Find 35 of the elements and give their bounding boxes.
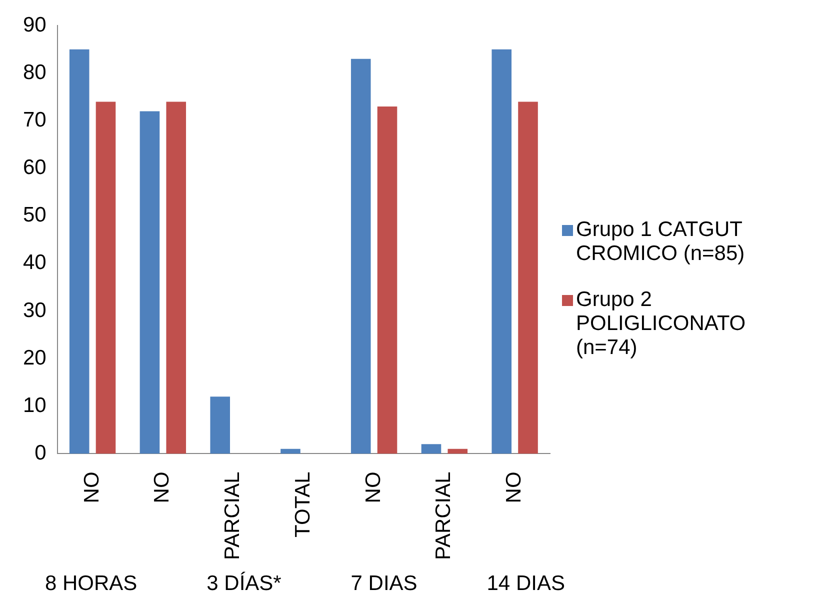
bar [280, 448, 300, 454]
bar [377, 106, 398, 454]
y-tick-label: 80 [23, 60, 46, 84]
y-tick-label: 70 [23, 108, 46, 132]
bar [140, 111, 160, 454]
y-tick-label: 0 [34, 441, 46, 464]
legend-label: Grupo 1 CATGUT CROMICO (n=85) [576, 218, 746, 266]
x-tick-label: NO [362, 472, 385, 504]
x-tick-label: PARCIAL [432, 472, 456, 560]
x-tick-label: PARCIAL [221, 472, 244, 560]
y-tick-label: 20 [23, 346, 46, 370]
y-tick-label: 50 [23, 204, 46, 227]
text: 3 DÍAS* [206, 572, 282, 596]
legend-label: Grupo 2 POLIGLICONATO (n=74) [576, 288, 747, 360]
x-tick-label: TOTAL [291, 472, 314, 538]
y-tick-label: 10 [23, 394, 46, 417]
y-tick-label: 40 [23, 251, 46, 274]
bar [448, 448, 468, 454]
text: 14 DIAS [486, 572, 565, 596]
text: 8 HORAS [45, 572, 138, 596]
bar [69, 49, 90, 454]
text: 7 DIAS [350, 572, 418, 596]
x-tick-label: NO [150, 472, 174, 504]
x-tick-label: NO [80, 472, 104, 504]
bar [166, 102, 186, 454]
x-tick-label: NO [502, 472, 526, 504]
bar [96, 102, 116, 454]
bar [421, 444, 442, 454]
y-tick-label: 60 [23, 156, 46, 180]
bar [210, 396, 230, 454]
y-tick-label: 90 [23, 13, 46, 36]
bar [492, 49, 512, 454]
bar [518, 102, 538, 454]
bar [350, 58, 371, 454]
y-tick-label: 30 [23, 298, 46, 322]
